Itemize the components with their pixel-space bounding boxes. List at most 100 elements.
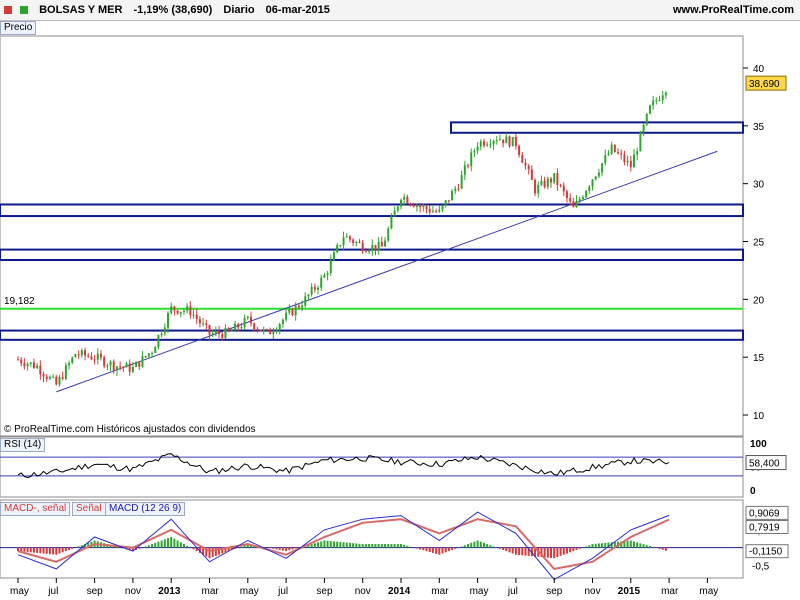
price-candle-body bbox=[400, 199, 402, 207]
price-candle-body bbox=[527, 165, 530, 170]
price-candle-body bbox=[358, 241, 361, 243]
price-candle-body bbox=[80, 350, 83, 356]
macd-panel-label-a: MACD-, señal bbox=[0, 502, 71, 516]
price-candle-body bbox=[112, 361, 115, 371]
price-candle-body bbox=[144, 356, 147, 358]
header-left: BOLSAS Y MER -1,19% (38,690) Diario 06-m… bbox=[4, 4, 338, 16]
price-candle-body bbox=[122, 366, 125, 368]
price-candle-body bbox=[195, 314, 198, 320]
price-candle-body bbox=[227, 327, 230, 332]
xtick-label: nov bbox=[125, 586, 141, 597]
rsi-layer bbox=[0, 453, 743, 479]
price-candle-body bbox=[253, 323, 256, 330]
price-candle-body bbox=[189, 306, 192, 315]
price-candle-body bbox=[182, 310, 185, 312]
xtick-label: may bbox=[699, 586, 718, 597]
chart-header: BOLSAS Y MER -1,19% (38,690) Diario 06-m… bbox=[0, 0, 800, 21]
xtick-label: 2014 bbox=[388, 586, 411, 597]
price-candle-body bbox=[431, 211, 434, 213]
price-candle-body bbox=[42, 374, 45, 377]
price-ytick-label: 40 bbox=[753, 64, 765, 75]
price-candle-body bbox=[128, 363, 131, 372]
price-candle-body bbox=[326, 273, 329, 276]
price-candle-body bbox=[371, 244, 374, 251]
price-candle-body bbox=[323, 275, 326, 278]
price-candle-body bbox=[246, 316, 249, 319]
price-candle-body bbox=[550, 178, 553, 183]
price-candle-body bbox=[234, 323, 237, 331]
price-candle-body bbox=[211, 333, 214, 335]
price-candle-body bbox=[170, 306, 173, 314]
price-candle-body bbox=[249, 316, 252, 324]
price-candle-body bbox=[307, 294, 310, 297]
price-candle-body bbox=[275, 330, 278, 333]
xtick-label: mar bbox=[661, 586, 679, 597]
price-candle-body bbox=[601, 163, 604, 173]
period-label: Diario bbox=[223, 4, 255, 16]
price-candle-body bbox=[572, 201, 575, 208]
xtick-label: jul bbox=[47, 586, 58, 597]
price-candle-body bbox=[489, 144, 492, 146]
price-candle-body bbox=[32, 362, 35, 369]
price-candle-body bbox=[524, 162, 527, 166]
price-candle-body bbox=[77, 354, 80, 356]
price-candle-body bbox=[317, 287, 320, 290]
price-candle-body bbox=[467, 165, 470, 167]
price-candle-body bbox=[425, 205, 428, 210]
xtick-label: jul bbox=[507, 586, 518, 597]
price-candle-body bbox=[428, 209, 431, 213]
price-candle-body bbox=[138, 362, 141, 367]
price-candle-body bbox=[163, 327, 166, 334]
price-candle-body bbox=[380, 241, 383, 247]
price-candle-body bbox=[661, 95, 664, 101]
price-candle-body bbox=[473, 150, 476, 153]
xtick-label: sep bbox=[546, 586, 563, 597]
price-candle-body bbox=[620, 153, 623, 155]
price-candle-body bbox=[135, 362, 138, 368]
price-candle-body bbox=[578, 199, 581, 201]
price-candle-body bbox=[543, 180, 546, 188]
price-candle-body bbox=[629, 160, 632, 168]
price-candle-body bbox=[269, 329, 272, 335]
price-candle-body bbox=[591, 179, 594, 187]
site-url[interactable]: www.ProRealTime.com bbox=[672, 4, 794, 16]
price-candle-body bbox=[301, 305, 304, 308]
price-candle-body bbox=[390, 216, 393, 229]
price-ytick-label: 20 bbox=[753, 295, 765, 306]
price-candle-body bbox=[256, 329, 259, 331]
price-candle-body bbox=[198, 319, 201, 324]
macd-line bbox=[17, 511, 670, 581]
price-candle-body bbox=[368, 250, 371, 252]
price-panel-frame bbox=[0, 35, 744, 437]
price-candle-body bbox=[607, 153, 610, 156]
price-ytick-label: 30 bbox=[753, 180, 765, 191]
price-candle-body bbox=[205, 323, 208, 326]
price-candle-body bbox=[109, 361, 112, 366]
price-candle-body bbox=[460, 174, 463, 189]
price-candle-body bbox=[160, 333, 163, 336]
price-candle-body bbox=[320, 277, 323, 288]
price-candle-body bbox=[454, 188, 457, 191]
price-candle-body bbox=[438, 209, 441, 212]
price-candle-body bbox=[285, 312, 288, 320]
price-candle-body bbox=[281, 319, 284, 325]
price-candle-body bbox=[415, 205, 418, 207]
macd-ytick-label: -0,5 bbox=[752, 561, 770, 572]
price-panel-label: Precio bbox=[0, 21, 37, 35]
level-label: 19,182 bbox=[4, 296, 35, 307]
price-candle-body bbox=[23, 363, 26, 367]
price-candle-body bbox=[355, 241, 358, 243]
price-candle-body bbox=[639, 132, 642, 152]
price-candle-body bbox=[613, 144, 616, 153]
xtick-label: 2013 bbox=[158, 586, 181, 597]
price-ytick-label: 25 bbox=[753, 237, 765, 248]
price-candle-body bbox=[240, 327, 243, 329]
price-candle-body bbox=[534, 180, 537, 194]
price-candle-body bbox=[313, 286, 316, 290]
price-candle-body bbox=[74, 354, 77, 358]
price-candle-body bbox=[470, 152, 473, 167]
macd-panel-label-b: Señal bbox=[72, 502, 106, 516]
price-candle-body bbox=[176, 310, 179, 314]
price-candle-body bbox=[403, 196, 406, 200]
price-candle-body bbox=[119, 366, 122, 368]
